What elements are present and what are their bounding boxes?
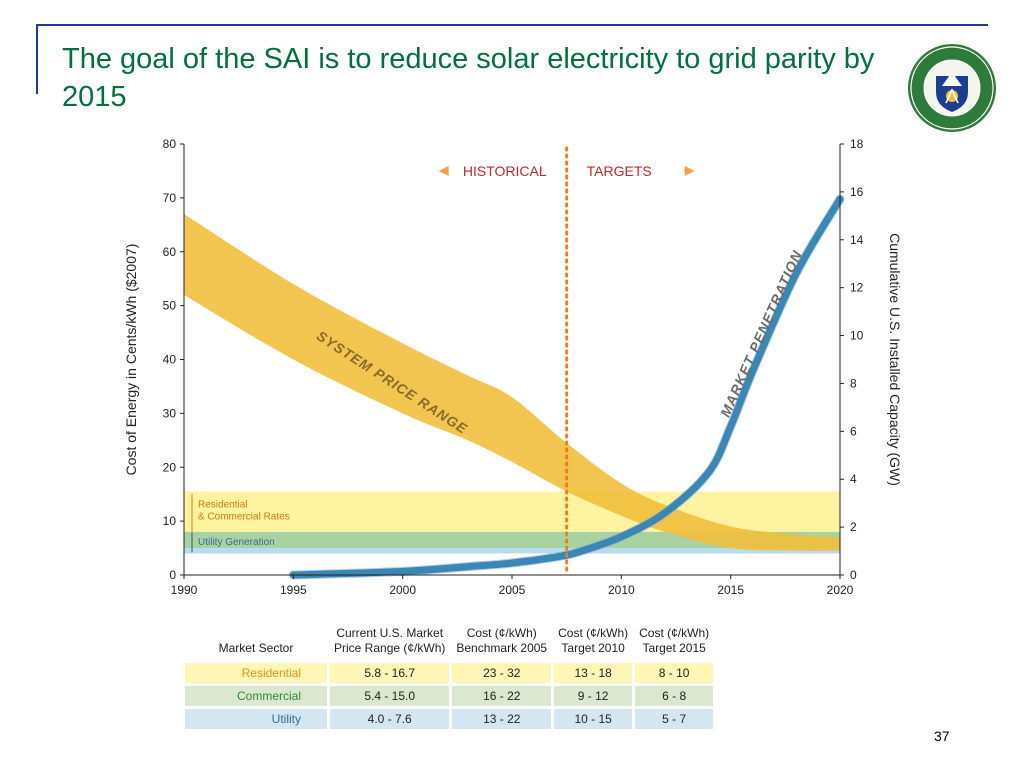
y-tick-label: 0 bbox=[169, 568, 176, 582]
sector-cell: Commercial bbox=[185, 686, 327, 706]
value-cell: 4.0 - 7.6 bbox=[330, 709, 450, 729]
y-tick-label: 40 bbox=[163, 353, 177, 367]
y-right-tick-label: 6 bbox=[850, 424, 857, 438]
value-cell: 5.4 - 15.0 bbox=[330, 686, 450, 706]
market-sector-table: Market Sector Current U.S. Market Price Ra… bbox=[182, 623, 716, 732]
utility-generation-label: Utility Generation bbox=[198, 537, 275, 548]
y-tick-label: 70 bbox=[163, 191, 177, 205]
cost-header: Cost (¢/kWh) Target 2015 bbox=[639, 626, 710, 655]
table-header-row: Market Sector Current U.S. Market Price Ra… bbox=[185, 626, 713, 660]
page-number: 37 bbox=[934, 728, 950, 744]
rate-bands: Residential & Commercial Rates Utility Gen… bbox=[184, 491, 840, 554]
x-tick-label: 2005 bbox=[499, 583, 526, 597]
title-top-rule bbox=[36, 24, 988, 26]
y-tick-label: 10 bbox=[163, 514, 177, 528]
cost-header: Current U.S. Market Price Range (¢/kWh) bbox=[334, 626, 446, 655]
sector-cell: Utility bbox=[185, 709, 327, 729]
value-cell: 10 - 15 bbox=[554, 709, 633, 729]
y-right-tick-label: 18 bbox=[850, 137, 864, 151]
value-cell: 6 - 8 bbox=[635, 686, 714, 706]
x-tick-label: 1995 bbox=[280, 583, 307, 597]
y-tick-label: 50 bbox=[163, 299, 177, 313]
x-tick-label: 1990 bbox=[171, 583, 198, 597]
y-right-tick-label: 12 bbox=[850, 281, 864, 295]
y-right-tick-label: 10 bbox=[850, 329, 864, 343]
y-right-tick-label: 14 bbox=[850, 233, 864, 247]
value-cell: 5.8 - 16.7 bbox=[330, 663, 450, 683]
table-row: Residential 5.8 - 16.7 23 - 32 13 - 18 8 - 1… bbox=[185, 663, 714, 683]
targets-label: TARGETS bbox=[587, 163, 652, 179]
historical-label: HISTORICAL bbox=[463, 163, 547, 179]
cost-header: Cost (¢/kWh) Benchmark 2005 bbox=[456, 626, 548, 655]
sector-cell: Residential bbox=[185, 663, 327, 683]
y-right-tick-label: 0 bbox=[850, 568, 857, 582]
doe-seal-logo bbox=[908, 44, 996, 132]
value-cell: 16 - 22 bbox=[452, 686, 552, 706]
solar-cost-chart: Residential & Commercial Rates Utility Gen… bbox=[123, 137, 903, 597]
value-cell: 23 - 32 bbox=[452, 663, 552, 683]
value-cell: 5 - 7 bbox=[635, 709, 714, 729]
utility-generation-band bbox=[184, 531, 840, 549]
y-right-tick-label: 8 bbox=[850, 376, 857, 390]
y-right-tick-label: 2 bbox=[850, 520, 857, 534]
market-penetration-label: MARKET PENETRATION bbox=[717, 248, 805, 420]
x-tick-label: 2020 bbox=[827, 583, 854, 597]
utility-generation-lower-band bbox=[184, 548, 840, 554]
y-right-tick-label: 16 bbox=[850, 185, 864, 199]
market-penetration-line bbox=[288, 194, 845, 580]
slide-title: The goal of the SAI is to reduce solar e… bbox=[62, 43, 875, 113]
historical-arrow-icon bbox=[438, 166, 449, 176]
value-cell: 13 - 18 bbox=[554, 663, 633, 683]
x-tick-label: 2010 bbox=[608, 583, 635, 597]
targets-arrow-icon bbox=[684, 166, 695, 176]
table-row: Utility 4.0 - 7.6 13 - 22 10 - 15 5 - 7 bbox=[185, 709, 714, 729]
x-tick-label: 2000 bbox=[389, 583, 416, 597]
y-tick-label: 60 bbox=[163, 245, 177, 259]
market-penetration-curve bbox=[289, 195, 844, 579]
value-cell: 9 - 12 bbox=[554, 686, 633, 706]
y-tick-label: 80 bbox=[163, 137, 177, 151]
value-cell: 8 - 10 bbox=[635, 663, 714, 683]
y-axis-label: Cost of Energy in Cents/kWh ($2007) bbox=[123, 244, 139, 476]
y-right-tick-label: 4 bbox=[850, 472, 857, 486]
y-right-axis-label: Cumulative U.S. Installed Capacity (GW) bbox=[887, 233, 903, 486]
table-row: Commercial 5.4 - 15.0 16 - 22 9 - 12 6 - 8 bbox=[185, 686, 714, 706]
chart-axes: 0 10 20 30 40 50 60 70 80 0 2 4 6 8 10 12 14 16 18 1990 1995… bbox=[163, 137, 864, 597]
table-body: Residential 5.8 - 16.7 23 - 32 13 - 18 8 - 1… bbox=[185, 663, 714, 729]
cost-header: Cost (¢/kWh) Target 2010 bbox=[558, 626, 629, 655]
y-tick-label: 30 bbox=[163, 406, 177, 420]
y-tick-label: 20 bbox=[163, 460, 177, 474]
value-cell: 13 - 22 bbox=[452, 709, 552, 729]
residential-commercial-label: Residential & Commercial Rates bbox=[198, 500, 290, 523]
sector-header: Market Sector bbox=[218, 641, 294, 655]
title-left-rule bbox=[36, 24, 38, 94]
x-tick-label: 2015 bbox=[717, 583, 744, 597]
